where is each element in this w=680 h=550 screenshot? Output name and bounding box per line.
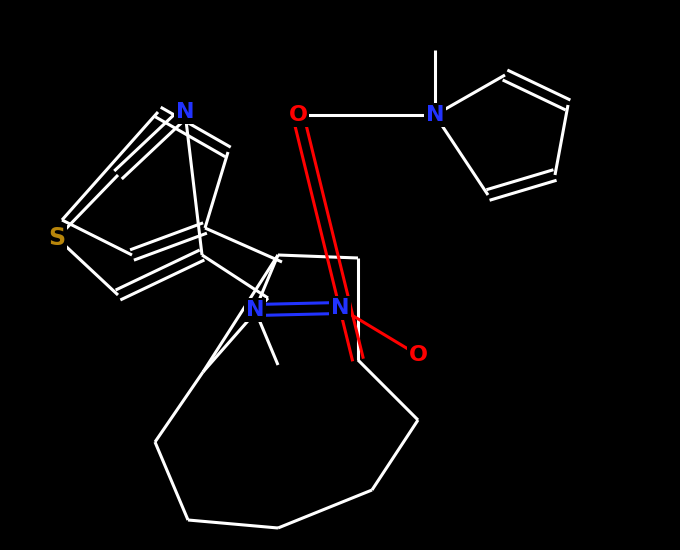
Text: O: O [288, 105, 307, 125]
Text: S: S [48, 226, 65, 250]
Text: N: N [245, 300, 265, 320]
Text: N: N [175, 102, 194, 122]
Text: N: N [330, 298, 350, 318]
Text: N: N [426, 105, 444, 125]
Text: O: O [409, 345, 428, 365]
